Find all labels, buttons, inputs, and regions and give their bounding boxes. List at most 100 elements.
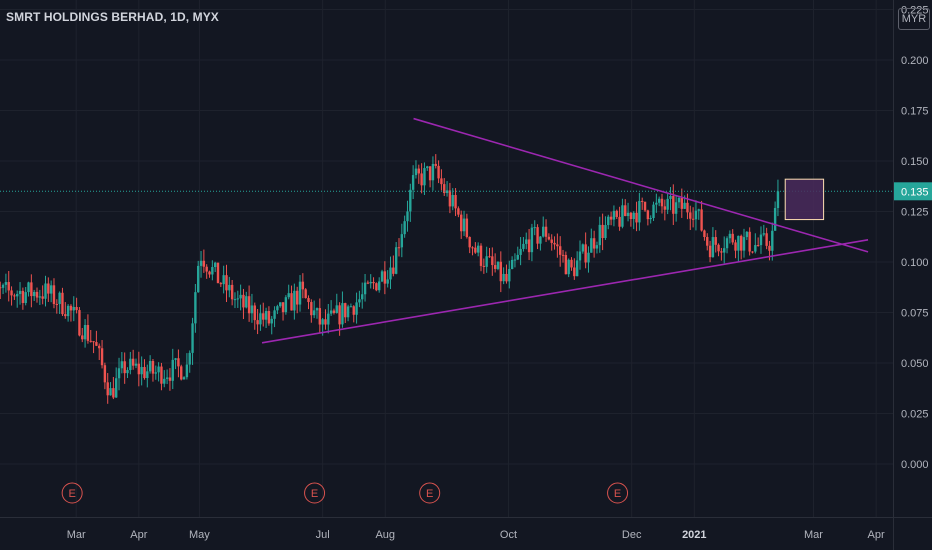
candle-body <box>327 313 330 325</box>
candle-body <box>321 319 324 325</box>
candle-body <box>454 195 457 209</box>
candle-body <box>756 245 760 247</box>
candle-body <box>437 165 440 179</box>
candle-body <box>652 204 655 219</box>
candle-body <box>112 388 115 398</box>
candle-body <box>298 281 302 305</box>
candle-body <box>720 251 723 253</box>
candle-body <box>544 226 548 237</box>
candle-body <box>295 290 299 305</box>
candle-body <box>372 281 375 284</box>
candle-body <box>123 361 126 374</box>
candle-body <box>55 303 59 305</box>
candle-body <box>409 189 412 212</box>
candle-body <box>525 239 528 244</box>
price-axis[interactable]: 0.000 0.025 0.050 0.075 0.100 0.125 0.150 0.175… <box>893 0 932 550</box>
candle-body <box>95 342 98 346</box>
candle-body <box>431 163 435 181</box>
candle-body <box>601 224 604 238</box>
time-axis[interactable]: Mar Apr May Jul Aug Oct Dec 2021 Mar Apr <box>0 517 932 542</box>
candle-body <box>691 218 695 220</box>
candle-body <box>522 243 525 249</box>
earnings-marker-label: E <box>426 488 433 500</box>
candle-body <box>768 245 771 251</box>
candle-body <box>378 281 381 291</box>
candle-body <box>157 366 160 373</box>
candle-body <box>310 302 313 316</box>
candle-body <box>694 210 698 220</box>
candle-body <box>49 285 53 294</box>
candle-body <box>270 318 273 324</box>
candle-body <box>168 377 172 381</box>
candle-body <box>242 294 245 308</box>
candle-body <box>539 236 542 244</box>
candle-body <box>683 202 686 209</box>
candle-body <box>655 202 658 205</box>
candle-body <box>496 261 500 269</box>
candle-body <box>417 168 420 174</box>
earnings-marker <box>61 482 83 504</box>
candle-body <box>75 306 78 311</box>
candle-body <box>346 306 350 318</box>
x-tick-label: Jul <box>316 529 330 541</box>
candle-body <box>689 212 692 219</box>
highlight-box <box>784 178 825 221</box>
candle-body <box>349 306 353 308</box>
candle-body <box>24 292 27 303</box>
candle-body <box>185 364 189 378</box>
y-tick-label: 0.200 <box>901 55 929 67</box>
candle-body <box>98 345 101 349</box>
candle-body <box>737 235 740 251</box>
currency-badge[interactable]: MYR <box>898 8 930 30</box>
chart-title: SMRT HOLDINGS BERHAD, 1D, MYX <box>6 10 219 24</box>
y-tick-label: 0.225 <box>901 5 929 17</box>
candle-body <box>114 378 118 398</box>
candle-body <box>58 292 61 305</box>
candle-body <box>406 211 409 222</box>
candle-body <box>641 200 644 202</box>
candle-body <box>335 305 338 313</box>
candle-body <box>213 262 217 268</box>
x-tick-label: Apr <box>130 529 147 541</box>
candle-body <box>714 237 717 245</box>
candle-body <box>182 377 186 380</box>
candle-body <box>584 244 587 263</box>
candle-body <box>165 377 169 379</box>
candle-body <box>629 212 633 219</box>
candle-body <box>731 233 734 243</box>
candle-body <box>646 210 650 220</box>
candle-body <box>4 282 8 285</box>
candle-body <box>363 282 367 295</box>
candle-body <box>208 271 211 275</box>
candle-body <box>205 266 208 272</box>
candle-body <box>587 252 590 263</box>
drawing-overlays <box>0 117 893 344</box>
candle-body <box>386 279 389 284</box>
candle-body <box>711 237 715 258</box>
candle-body <box>293 290 296 311</box>
y-tick-label: 0.050 <box>901 358 929 370</box>
candle-body <box>723 248 726 253</box>
candle-body <box>561 254 565 256</box>
candle-body <box>279 302 282 307</box>
candle-body <box>197 265 200 293</box>
candle-body <box>728 233 732 239</box>
candle-body <box>47 283 50 294</box>
last-price-label: 0.135 <box>901 186 929 198</box>
candle-body <box>527 239 531 253</box>
y-tick-label: 0.075 <box>901 308 929 320</box>
candle-body <box>686 202 689 213</box>
candle-body <box>276 306 279 311</box>
candle-body <box>660 198 664 207</box>
candle-body <box>570 259 573 268</box>
candle-body <box>666 198 669 210</box>
candle-body <box>547 236 551 240</box>
candle-body <box>612 210 616 220</box>
candle-body <box>635 212 638 223</box>
candle-body <box>264 311 268 320</box>
candle-body <box>700 209 703 231</box>
candle-body <box>474 247 477 253</box>
candle-body <box>259 313 262 325</box>
candle-body <box>338 305 341 325</box>
